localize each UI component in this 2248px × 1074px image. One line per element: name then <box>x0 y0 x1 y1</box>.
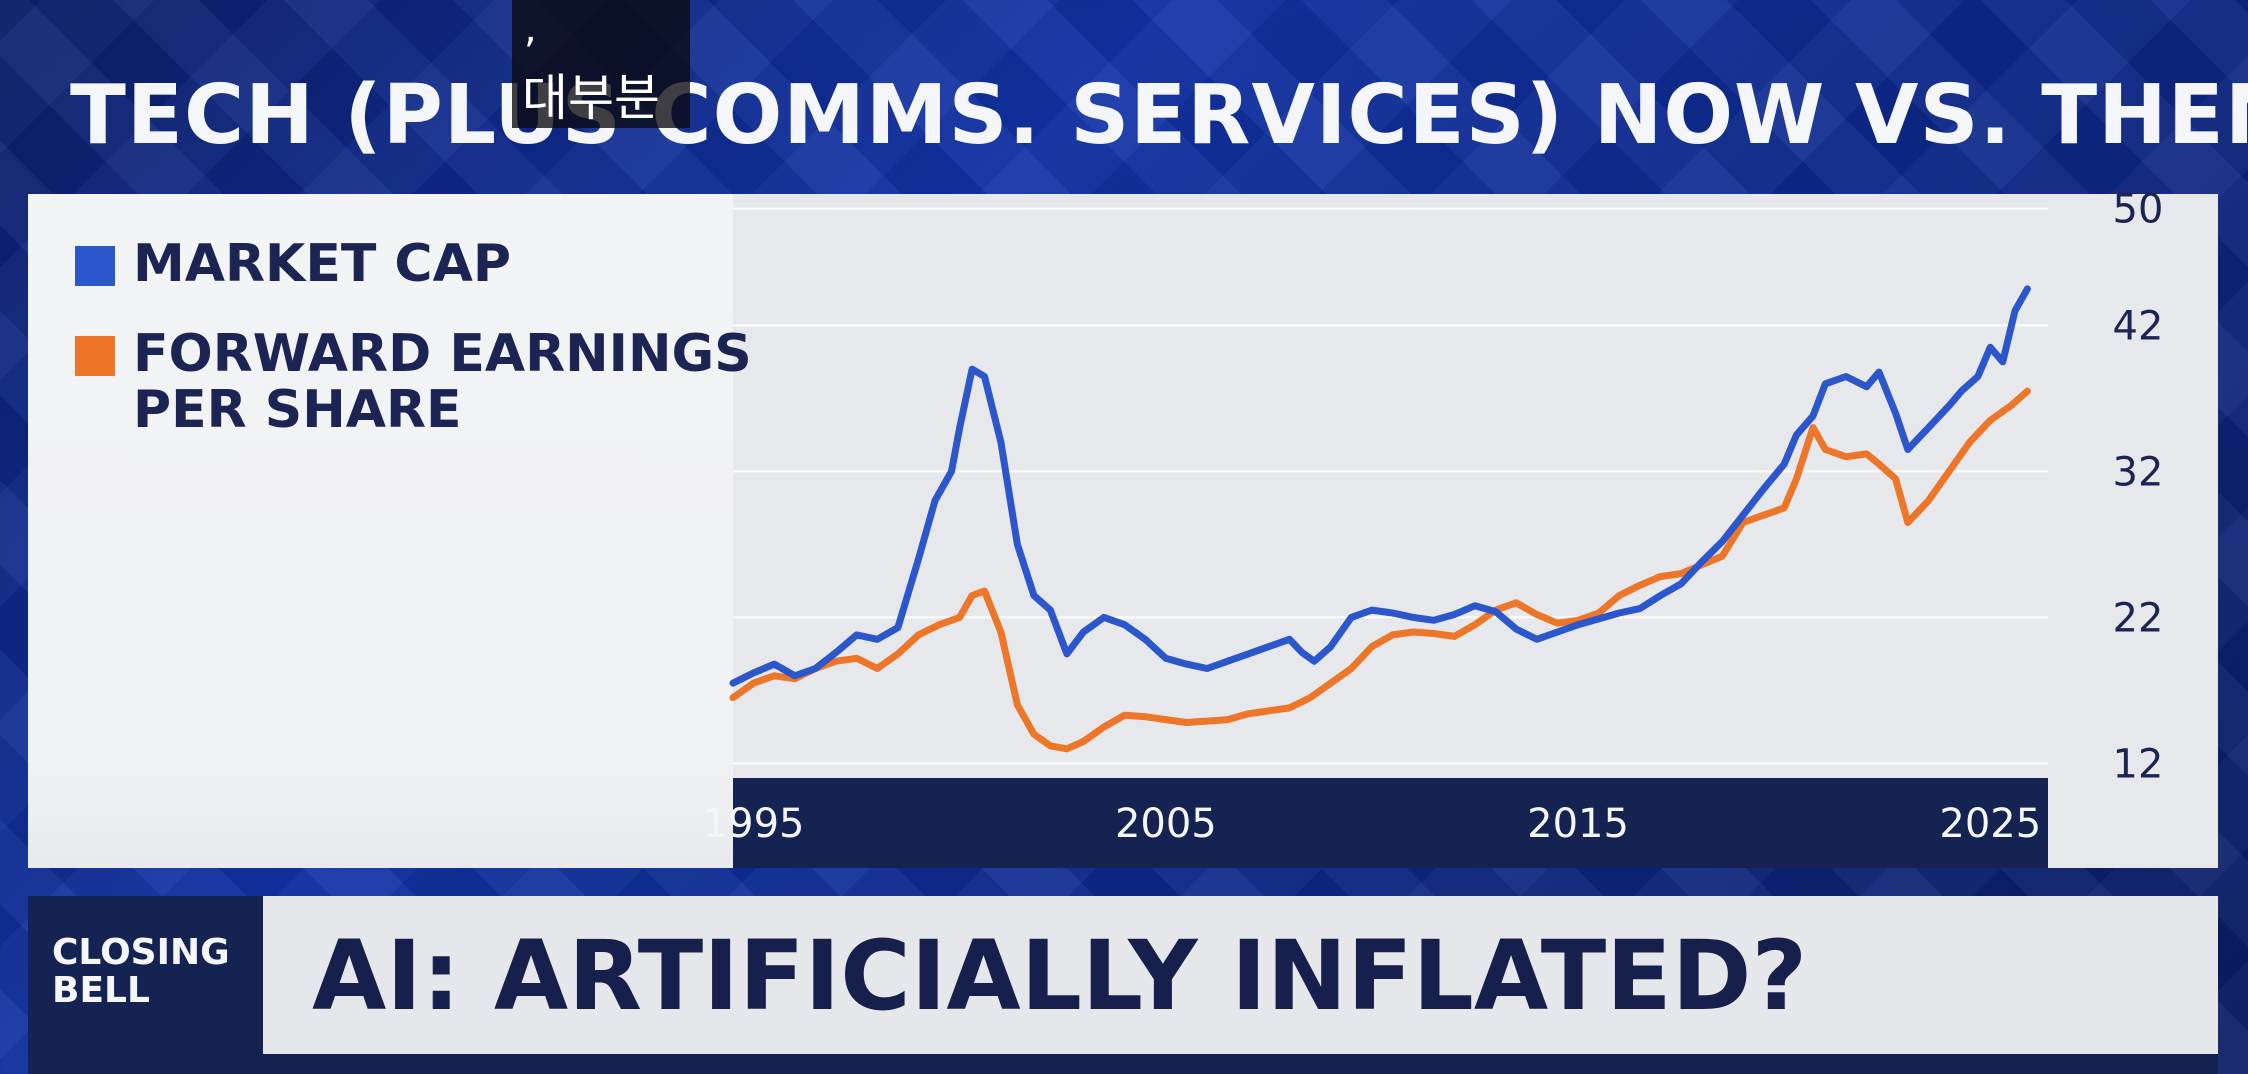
legend-label-forward-eps: FORWARD EARNINGS PER SHARE <box>133 326 752 438</box>
series-line-forward-eps <box>729 387 2031 753</box>
chart-title: TECH (PLUS COMMS. SERVICES) NOW VS. THEN <box>70 68 2248 163</box>
caption-overlay <box>512 0 690 128</box>
y-tick-label: 42 <box>2113 303 2164 349</box>
legend-item-market-cap: MARKET CAP <box>75 236 511 292</box>
show-name-line: CLOSING <box>52 932 230 973</box>
x-tick-label: 2005 <box>1115 801 1217 847</box>
bottom-band <box>28 1054 2218 1074</box>
y-tick-label: 22 <box>2113 595 2164 641</box>
show-logo-text: CLOSING BELL <box>52 934 230 1010</box>
legend-swatch-market-cap <box>75 246 115 286</box>
legend-label-market-cap: MARKET CAP <box>133 236 511 292</box>
headline: AI: ARTIFICIALLY INFLATED? <box>312 920 1808 1032</box>
y-tick-label: 32 <box>2113 449 2164 495</box>
legend-label-line: PER SHARE <box>133 380 462 440</box>
legend-item-forward-eps: FORWARD EARNINGS PER SHARE <box>75 326 752 438</box>
x-tick-label: 2015 <box>1527 801 1629 847</box>
lower-third-strip <box>28 896 2218 1054</box>
legend-label-line: FORWARD EARNINGS <box>133 324 752 384</box>
legend-area <box>28 194 733 868</box>
show-name-line: BELL <box>52 970 150 1011</box>
caption-mark: , <box>524 6 537 52</box>
y-tick-label: 50 <box>2113 187 2164 233</box>
legend-label-line: MARKET CAP <box>133 234 511 294</box>
x-tick-label: 1995 <box>703 801 805 847</box>
caption-text: 대부분 <box>522 69 660 127</box>
x-tick-label: 2025 <box>1939 801 2041 847</box>
show-logo-box <box>28 896 263 1054</box>
series-line-market-cap <box>729 285 2031 687</box>
y-tick-label: 12 <box>2113 741 2164 787</box>
x-axis-band <box>733 778 2048 868</box>
legend-swatch-forward-eps <box>75 336 115 376</box>
